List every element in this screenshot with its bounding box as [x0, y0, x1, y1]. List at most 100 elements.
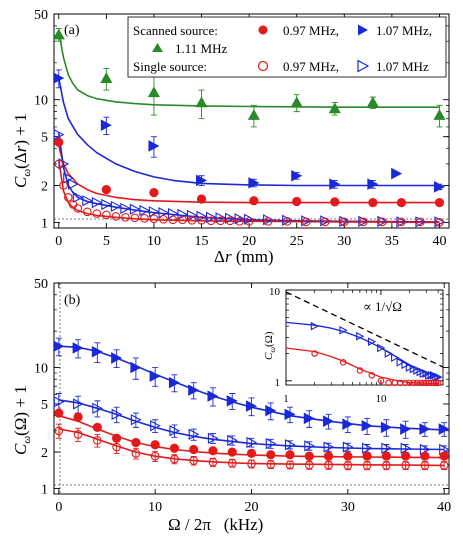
panel-b-point-single-0-97-mhz	[208, 457, 218, 467]
inset-point-single-1-07-mhz	[405, 363, 414, 372]
panel-b-point-single-1-07-mhz	[381, 442, 393, 454]
inset-x-tick-label: 10	[375, 393, 387, 405]
panel-b-point-single-1-07-mhz	[111, 408, 123, 420]
panel-a-point-scanned-source-1-07-mhz	[329, 178, 341, 190]
inset-point-single-1-07-mhz	[367, 337, 377, 346]
panel-b-point-scanned-1-07-mhz	[265, 404, 277, 417]
inset-point-single-0-97-mhz	[385, 379, 392, 387]
panel-a-data-points	[52, 28, 446, 228]
panel-b-y-tick-label: 2	[41, 446, 48, 461]
panel-a-point-single-source-0-97-mhz	[102, 210, 111, 220]
panel-b-x-tick-label: 0	[55, 500, 62, 515]
panel-b-point-single-1-07-mhz	[265, 437, 277, 450]
panel-a-point-single-source-1-07-mhz	[339, 215, 350, 227]
panel-a-point-scanned-source-1-11-mhz	[433, 109, 446, 120]
panel-a-point-scanned-source-1-11-mhz	[290, 96, 303, 108]
panel-a-point-single-source-0-97-mhz	[92, 209, 102, 218]
panel-a-point-single-source-1-07-mhz	[67, 178, 79, 190]
panel-a-point-scanned-source-0-97-mhz	[396, 197, 407, 208]
panel-a-point-single-source-1-07-mhz	[196, 210, 208, 222]
panel-b-x-tick-label: 30	[341, 500, 355, 515]
inset-point-single-0-97-mhz	[311, 350, 318, 357]
panel-a-point-single-source-1-07-mhz	[120, 202, 132, 215]
panel-b-point-single-0-97-mhz	[73, 430, 83, 439]
panel-b-point-scanned-0-97-mhz	[420, 451, 430, 461]
panel-b-point-scanned-0-97-mhz	[150, 440, 160, 450]
panel-a-point-single-source-0-97-mhz	[235, 217, 244, 226]
panel-b-point-single-1-07-mhz	[92, 402, 104, 414]
panel-b-point-single-0-97-mhz	[227, 458, 237, 468]
panel-b-point-scanned-1-07-mhz	[226, 395, 238, 407]
panel-b-point-single-1-07-mhz	[284, 439, 296, 451]
panel-a-y-tick-label: 2	[41, 179, 48, 194]
panel-b-y-tick-label: 50	[34, 277, 48, 292]
panel-b-point-single-1-07-mhz	[362, 442, 373, 454]
panel-a-x-tick-label: 10	[147, 234, 161, 249]
inset-point-single-0-97-mhz	[356, 367, 364, 374]
panel-a-point-scanned-source-1-07-mhz	[100, 119, 112, 131]
panel-a-tag: (a)	[64, 23, 80, 38]
panel-b-tag: (b)	[64, 293, 81, 308]
panel-a-point-single-source-1-07-mhz	[434, 216, 446, 228]
inset-point-single-0-97-mhz	[401, 379, 409, 387]
panel-a-point-single-source-0-97-mhz	[397, 217, 406, 227]
panel-b-point-scanned-1-07-mhz	[361, 419, 373, 432]
panel-a-point-scanned-source-1-07-mhz	[196, 174, 208, 187]
panel-a-fit-scanned-source-1-07-mhz	[58, 77, 440, 187]
panel-b-point-single-1-07-mhz	[227, 434, 238, 446]
panel-b-point-single-1-07-mhz	[323, 441, 335, 453]
panel-b-point-scanned-1-07-mhz	[149, 370, 161, 382]
panel-b-point-scanned-0-97-mhz	[343, 451, 353, 461]
panel-a-point-single-source-0-97-mhz	[359, 217, 368, 227]
panel-a-point-scanned-source-1-07-mhz	[53, 72, 65, 84]
panel-a-point-single-source-0-97-mhz	[197, 215, 206, 225]
inset-point-single-0-97-mhz	[410, 379, 417, 387]
panel-a-point-single-source-0-97-mhz	[320, 217, 330, 227]
panel-a-point-single-source-1-07-mhz	[129, 203, 141, 215]
panel-b-point-single-0-97-mhz	[93, 436, 102, 445]
panel-a-y-tick-label: 50	[34, 8, 48, 23]
inset-point-single-1-07-mhz	[401, 360, 410, 370]
panel-b-point-scanned-1-07-mhz	[130, 361, 142, 374]
panel-b-point-single-0-97-mhz	[54, 426, 64, 436]
panel-a-point-single-source-0-97-mhz	[159, 214, 168, 224]
panel-a-point-scanned-source-1-07-mhz	[433, 181, 445, 193]
panel-b-point-scanned-1-07-mhz	[72, 342, 84, 354]
panel-b-point-single-1-07-mhz	[342, 441, 354, 453]
inset-point-single-0-97-mhz	[413, 379, 421, 387]
panel-b-point-scanned-1-07-mhz	[323, 415, 335, 427]
panel-a-point-single-source-1-07-mhz	[396, 216, 408, 228]
panel-b-point-single-0-97-mhz	[247, 459, 256, 469]
panel-a-point-scanned-source-1-07-mhz	[291, 169, 303, 182]
panel-b-errorbar-single-1-07-mhz	[113, 406, 120, 424]
panel-a-fit-scanned-source-0-97-mhz	[58, 145, 440, 204]
panel-a-point-single-source-1-07-mhz	[205, 211, 217, 223]
panel-b-xlabel: Ω / 2π (kHz)	[168, 515, 263, 534]
panel-b-errorbar-single-0-97-mhz	[55, 423, 62, 439]
panel-a-point-single-source-0-97-mhz	[216, 216, 225, 226]
panel-a-point-single-source-1-07-mhz	[139, 204, 151, 217]
legend-entry-single-097: 0.97 MHz,	[283, 59, 339, 74]
panel-a-frame	[53, 13, 450, 229]
inset-point-single-0-97-mhz	[339, 359, 347, 366]
inset: 1 10 1 10 ∝ 1/√Ω Cω(Ω)	[263, 286, 444, 405]
panel-b-x-tick-label: 40	[437, 500, 451, 515]
panel-b-point-scanned-1-07-mhz	[188, 384, 200, 396]
panel-a-point-single-source-1-07-mhz	[177, 208, 189, 221]
panel-a-point-single-source-1-07-mhz	[358, 215, 370, 227]
inset-point-single-0-97-mhz	[430, 379, 438, 387]
legend-entry-scanned-097: 0.97 MHz,	[283, 23, 339, 38]
inset-point-single-1-07-mhz	[434, 372, 443, 382]
panel-b-point-single-1-07-mhz	[246, 436, 258, 449]
panel-b-point-single-0-97-mhz	[401, 461, 410, 470]
panel-a-point-scanned-source-1-11-mhz	[147, 86, 160, 98]
panel-b-point-single-0-97-mhz	[324, 460, 333, 470]
panel-b-point-single-0-97-mhz	[131, 449, 141, 458]
panel-a-point-single-source-0-97-mhz	[339, 217, 349, 227]
legend-marker-scanned-111	[152, 43, 163, 52]
panel-b-point-scanned-0-97-mhz	[362, 451, 372, 461]
panel-a-point-scanned-source-1-07-mhz	[367, 178, 379, 190]
panel-a-point-single-source-0-97-mhz	[168, 215, 178, 225]
panel-b-point-single-1-07-mhz	[53, 396, 65, 408]
